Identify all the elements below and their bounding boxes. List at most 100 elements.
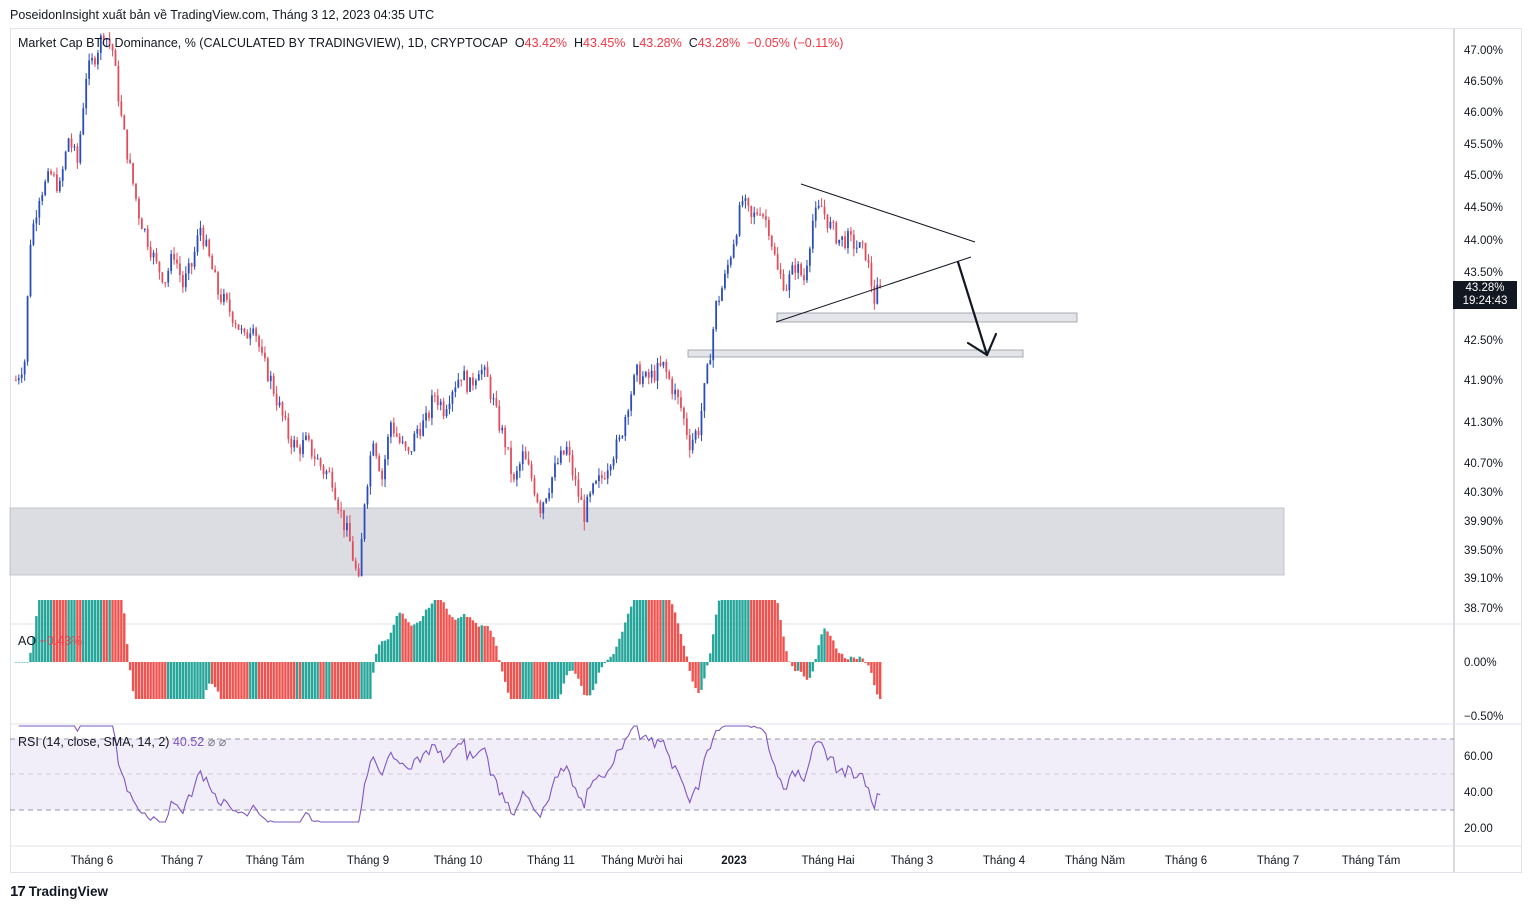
ao-bar — [562, 662, 565, 684]
candle-body — [413, 433, 416, 452]
candle-body — [310, 439, 313, 457]
candle-body — [82, 108, 85, 135]
price-tick-label: 39.90% — [1464, 516, 1503, 528]
candle-body — [756, 212, 759, 215]
time-tick-label: Tháng 4 — [983, 855, 1026, 867]
ao-bar — [638, 600, 642, 662]
tradingview-brand: TradingView — [28, 884, 108, 899]
ao-bar — [126, 644, 129, 662]
candle-body — [190, 263, 193, 267]
ao-bar — [837, 653, 841, 662]
ao-bar — [835, 648, 838, 662]
ao-bar — [246, 662, 249, 699]
ao-bar — [700, 662, 703, 690]
price-axis[interactable]: 47.00% 46.50% 46.00% 45.50% 45.00% 44.50% 44.0… — [1464, 45, 1503, 615]
ao-bar — [237, 662, 240, 699]
candle-body — [580, 496, 583, 500]
price-tick-label: 44.00% — [1464, 235, 1503, 247]
ao-bar — [240, 662, 243, 699]
ao-legend[interactable]: AO −0.43% — [18, 634, 82, 648]
price-tick-label: 39.50% — [1464, 545, 1503, 557]
candle-body — [264, 352, 266, 359]
candle-body — [630, 394, 633, 411]
ao-bar — [843, 658, 847, 662]
candle-body — [214, 269, 216, 273]
ao-bar — [64, 600, 67, 662]
ao-bar — [199, 662, 202, 699]
candle-body — [348, 523, 351, 542]
candle-body — [518, 464, 521, 471]
price-tick-label: 39.10% — [1464, 573, 1503, 585]
candle-body — [838, 239, 841, 244]
candle-body — [724, 273, 726, 289]
candle-body — [583, 499, 586, 522]
candle-body — [709, 360, 712, 365]
candle-body — [398, 436, 401, 443]
time-tick-label: Tháng 11 — [527, 855, 575, 867]
candle-body — [738, 205, 741, 236]
ao-bar — [254, 662, 258, 699]
ao-bar — [811, 662, 815, 672]
candle-body — [120, 101, 123, 116]
candle-body — [193, 251, 196, 267]
candle-body — [29, 244, 32, 297]
candle-body — [217, 272, 219, 295]
symbol-legend[interactable]: Market Cap BTC Dominance, % (CALCULATED … — [18, 36, 843, 50]
candle-body — [35, 217, 38, 224]
candle-body — [97, 52, 99, 65]
ao-bar — [691, 662, 694, 682]
candle-body — [404, 441, 407, 448]
candle-body — [770, 235, 773, 247]
candle-body — [598, 475, 600, 482]
ao-bar — [791, 662, 794, 667]
ao-bar — [82, 600, 85, 662]
ao-bar — [641, 600, 645, 662]
candle-body — [17, 378, 20, 381]
ao-bar — [169, 662, 173, 699]
candle-body — [513, 474, 515, 480]
candle-body — [674, 389, 677, 395]
ao-bar — [131, 662, 135, 692]
candle-body — [688, 435, 691, 451]
ao-bar — [521, 662, 524, 699]
tradingview-logo-icon: 17 — [10, 883, 26, 900]
high-label: H — [574, 36, 584, 50]
ao-bar — [668, 600, 671, 662]
rsi-legend[interactable]: RSI (14, close, SMA, 14, 2) 40.52 ⌀ ⌀ — [18, 734, 226, 749]
ao-bar — [111, 600, 114, 662]
candle-body — [211, 256, 214, 270]
ao-bar — [67, 600, 70, 662]
ao-bar — [383, 640, 387, 662]
open-value: 43.42% — [524, 36, 568, 50]
ao-bar — [120, 600, 123, 662]
candle-body — [234, 322, 237, 325]
ao-bar — [709, 653, 712, 662]
open-label: O — [514, 36, 525, 50]
ao-bar — [550, 662, 554, 699]
support-zone-lower — [687, 349, 1024, 358]
candle-body — [313, 456, 316, 460]
candle-body — [436, 395, 439, 406]
candle-body — [557, 462, 559, 464]
candle-body — [735, 235, 738, 245]
ao-bar — [301, 662, 305, 699]
candle-body — [773, 246, 776, 255]
ao-bar — [433, 600, 437, 662]
candle-body — [694, 431, 697, 440]
candle-body — [744, 198, 747, 202]
candle-body — [539, 502, 542, 514]
candle-body — [20, 374, 23, 379]
ao-bar — [190, 662, 193, 699]
candle-body — [656, 363, 659, 381]
candle-body — [108, 38, 111, 45]
candle-body — [483, 367, 486, 370]
ao-bar — [855, 658, 858, 662]
ao-bar — [386, 639, 390, 662]
ao-bar — [146, 662, 149, 699]
tradingview-footer[interactable]: 17 TradingView — [10, 883, 108, 900]
candle-body — [524, 451, 527, 460]
candle-body — [173, 254, 175, 260]
time-axis[interactable]: Tháng 6 Tháng 7 Tháng Tám Tháng 9 Tháng 10 Th… — [71, 855, 1400, 867]
candle-body — [149, 247, 152, 258]
